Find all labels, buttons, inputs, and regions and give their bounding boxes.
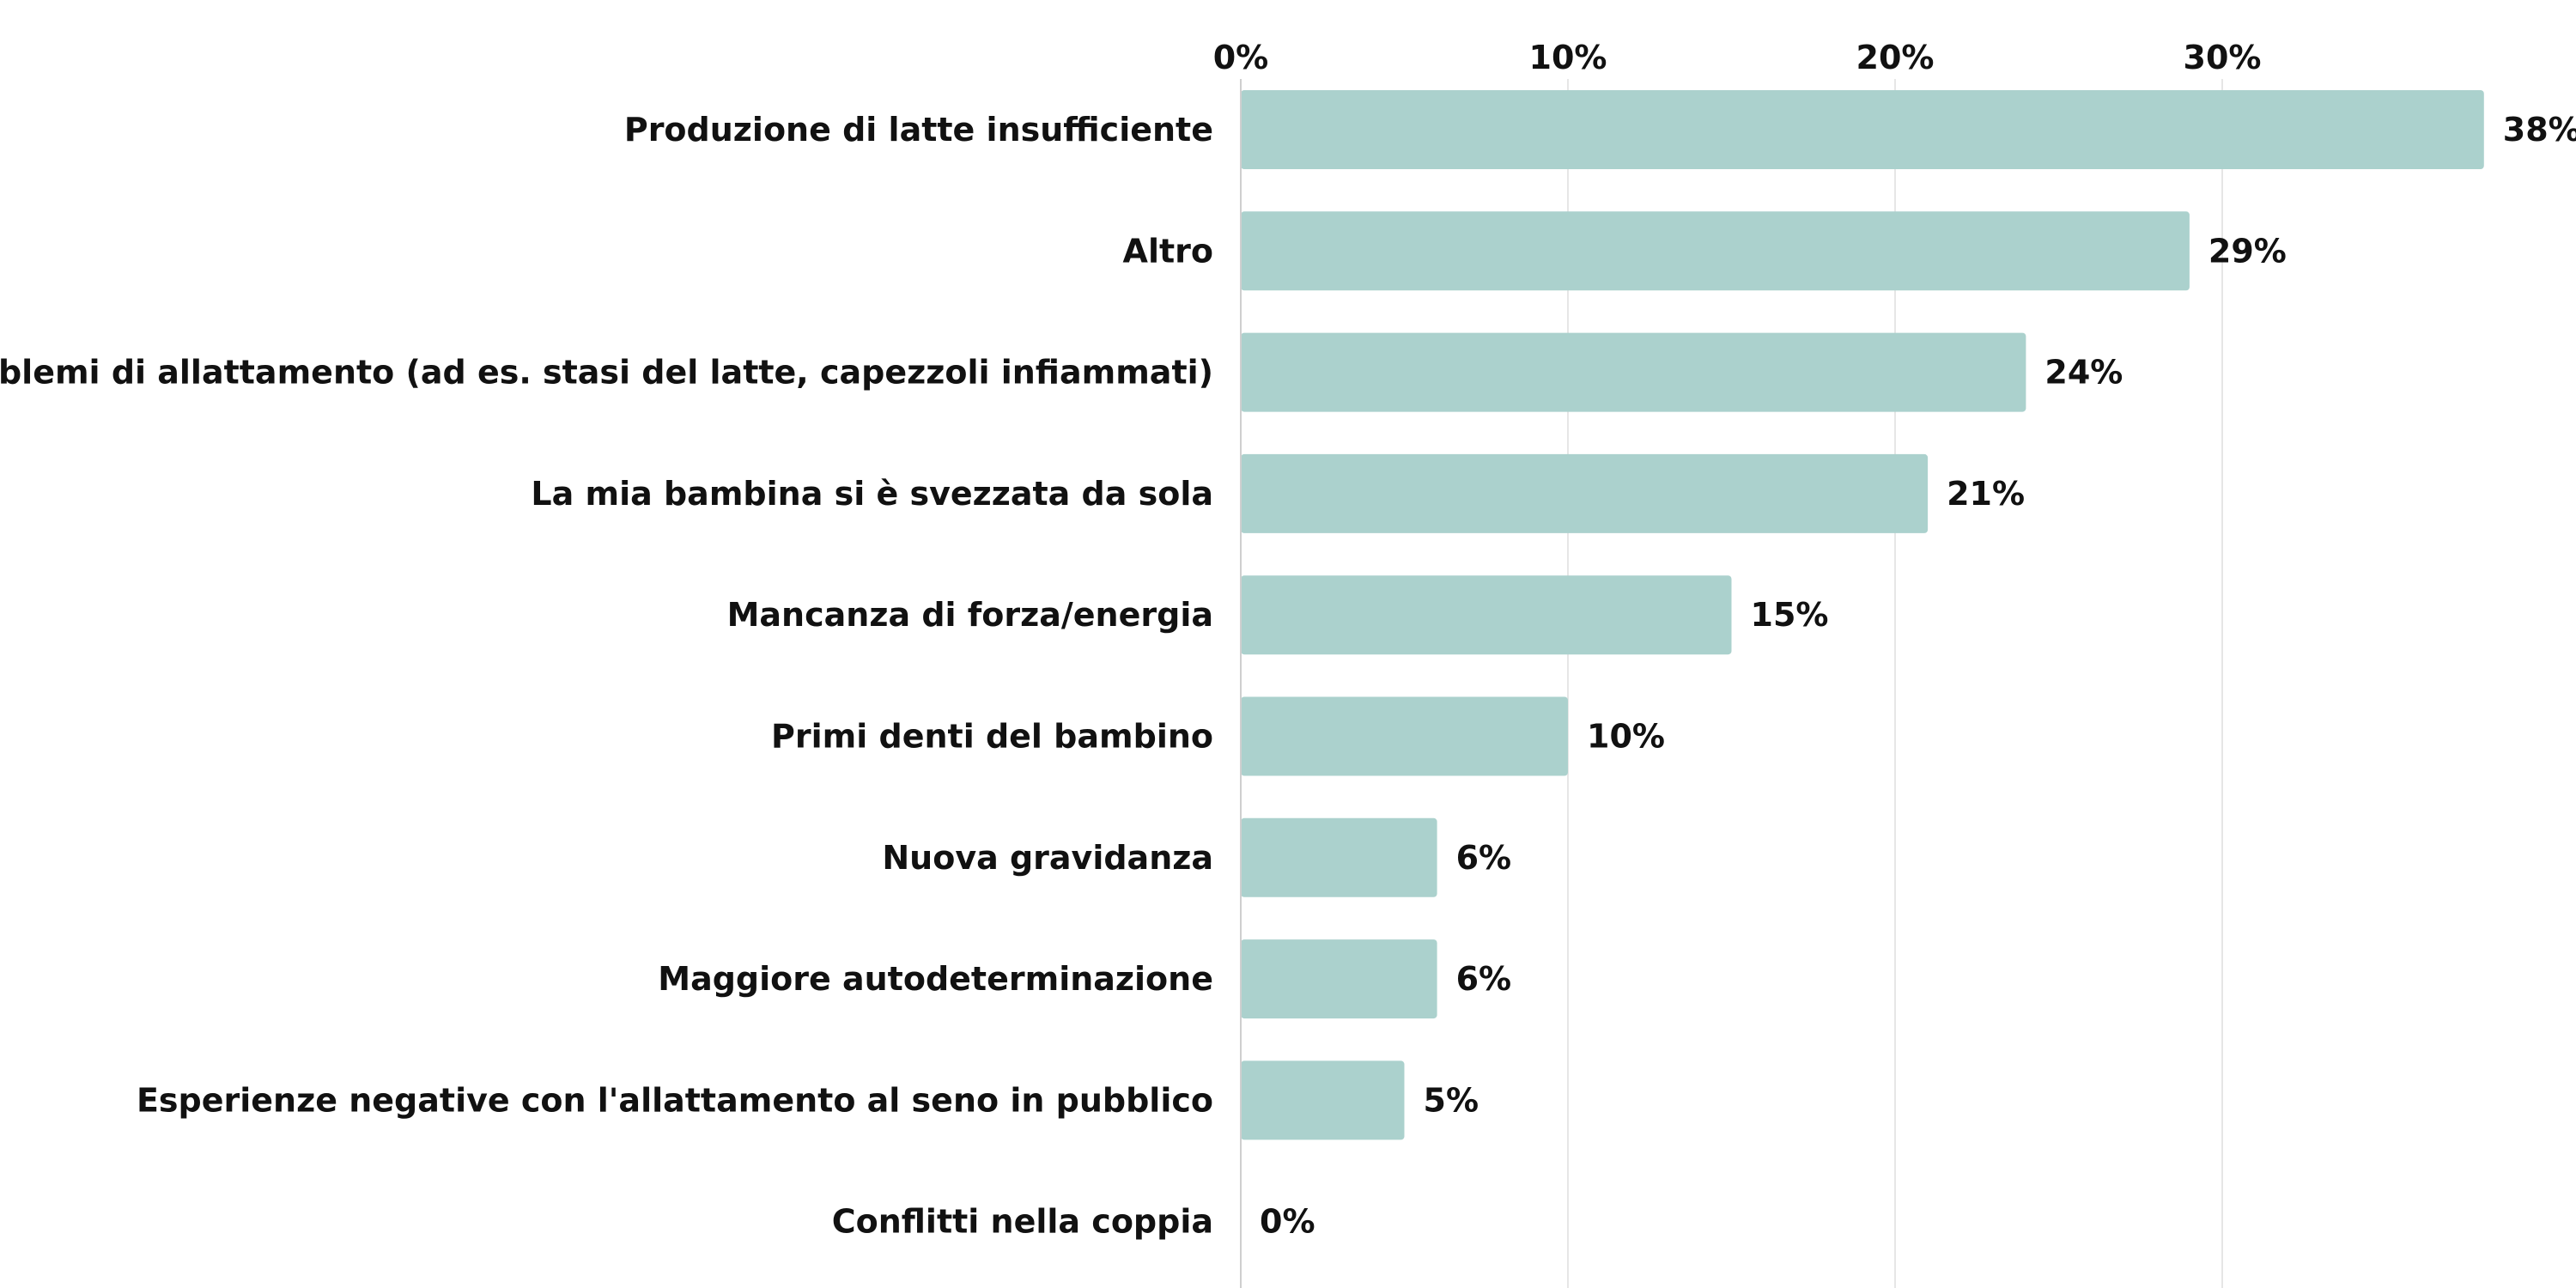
value-label: 6% <box>1456 839 1512 877</box>
value-label: 24% <box>2044 354 2123 392</box>
value-label: 10% <box>1587 718 1665 756</box>
x-tick-label: 10% <box>1529 39 1607 76</box>
category-label: Altro <box>1123 232 1213 270</box>
category-label: Produzione di latte insufficiente <box>624 111 1213 149</box>
x-tick-label: 30% <box>2184 39 2262 76</box>
category-label: Nuova gravidanza <box>882 839 1213 877</box>
bar <box>1241 939 1437 1019</box>
bar <box>1241 90 2484 169</box>
x-axis-tick-labels: 0% 10% 20% 30% <box>1213 39 2262 76</box>
bars <box>1241 90 2484 1140</box>
category-label: La mia bambina si è svezzata da sola <box>531 475 1213 513</box>
value-label: 38% <box>2503 111 2576 149</box>
bar <box>1241 211 2190 291</box>
category-label: Primi denti del bambino <box>771 718 1213 756</box>
category-label: Conflitti nella coppia <box>832 1203 1213 1241</box>
bar <box>1241 575 1732 655</box>
value-label: 0% <box>1260 1203 1315 1241</box>
category-labels: Produzione di latte insufficiente Altro Pr… <box>0 111 1213 1241</box>
bar <box>1241 1060 1405 1140</box>
value-labels: 38% 29% 24% 21% 15% 10% 6% 6% 5% 0% <box>1260 111 2576 1241</box>
category-label: Maggiore autodeterminazione <box>658 960 1213 998</box>
category-label: Esperienze negative con l'allattamento a… <box>137 1081 1213 1119</box>
x-tick-label: 0% <box>1213 39 1269 76</box>
category-label: Problemi di allattamento (ad es. stasi d… <box>0 354 1213 392</box>
value-label: 29% <box>2208 232 2287 270</box>
bar <box>1241 332 2026 412</box>
bar <box>1241 817 1437 897</box>
value-label: 6% <box>1456 960 1512 998</box>
value-label: 21% <box>1947 475 2025 513</box>
value-label: 5% <box>1424 1081 1479 1119</box>
value-label: 15% <box>1751 596 1829 634</box>
bar <box>1241 696 1568 776</box>
x-tick-label: 20% <box>1856 39 1935 76</box>
bar <box>1241 453 1929 533</box>
category-label: Mancanza di forza/energia <box>727 596 1213 634</box>
